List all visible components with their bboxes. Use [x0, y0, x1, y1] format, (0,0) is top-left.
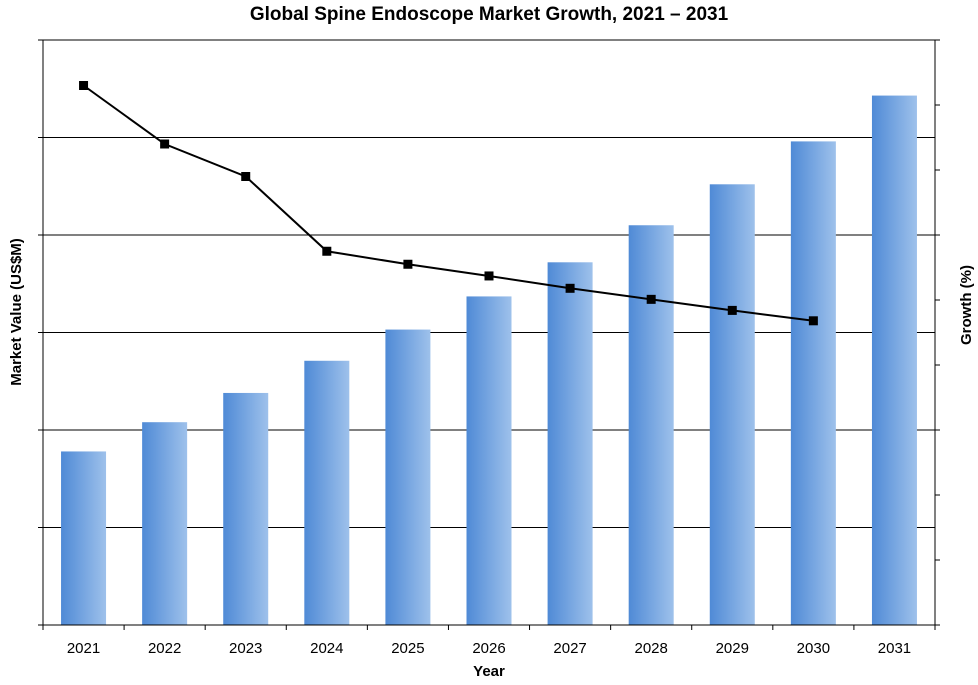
- growth-marker: [160, 139, 170, 149]
- bar: [547, 262, 593, 625]
- growth-marker: [484, 271, 494, 281]
- x-tick-label: 2021: [67, 640, 100, 657]
- growth-marker: [727, 305, 737, 315]
- bar: [628, 225, 674, 625]
- growth-line-series: [79, 81, 818, 326]
- growth-marker: [322, 246, 332, 256]
- bar: [142, 422, 188, 625]
- x-tick-label: 2024: [310, 640, 343, 657]
- x-tick-label: 2029: [716, 640, 749, 657]
- bar: [466, 296, 512, 625]
- x-tick-label: 2028: [634, 640, 667, 657]
- growth-marker: [565, 283, 575, 293]
- bar: [790, 141, 836, 625]
- growth-marker: [241, 172, 251, 181]
- bar-series: [61, 95, 917, 626]
- bar: [223, 392, 269, 625]
- bar: [871, 95, 917, 625]
- x-axis-title: Year: [473, 663, 505, 680]
- chart-title: Global Spine Endoscope Market Growth, 20…: [249, 4, 729, 25]
- growth-marker: [403, 259, 413, 269]
- bar: [61, 451, 107, 625]
- bar: [304, 360, 350, 625]
- x-tick-label: 2027: [553, 640, 586, 657]
- tick-labels: 2021 2022 2023 2024 2025 2026 2027 2028 2029 2030…: [67, 640, 911, 657]
- x-tick-label: 2031: [878, 640, 911, 657]
- x-tick-label: 2023: [229, 640, 262, 657]
- x-tick-label: 2025: [391, 640, 424, 657]
- growth-line: [82, 84, 814, 322]
- growth-marker: [79, 81, 89, 90]
- axes: [38, 39, 940, 630]
- x-tick-label: 2026: [472, 640, 505, 657]
- x-tick-label: 2030: [797, 640, 830, 657]
- y-axis-title: Market Value (US$M): [8, 238, 25, 386]
- growth-marker: [646, 294, 656, 304]
- growth-marker: [808, 316, 818, 326]
- bar: [385, 329, 431, 625]
- bar: [709, 184, 755, 626]
- y2-axis-title: Growth (%): [958, 265, 975, 345]
- x-tick-label: 2022: [148, 640, 181, 657]
